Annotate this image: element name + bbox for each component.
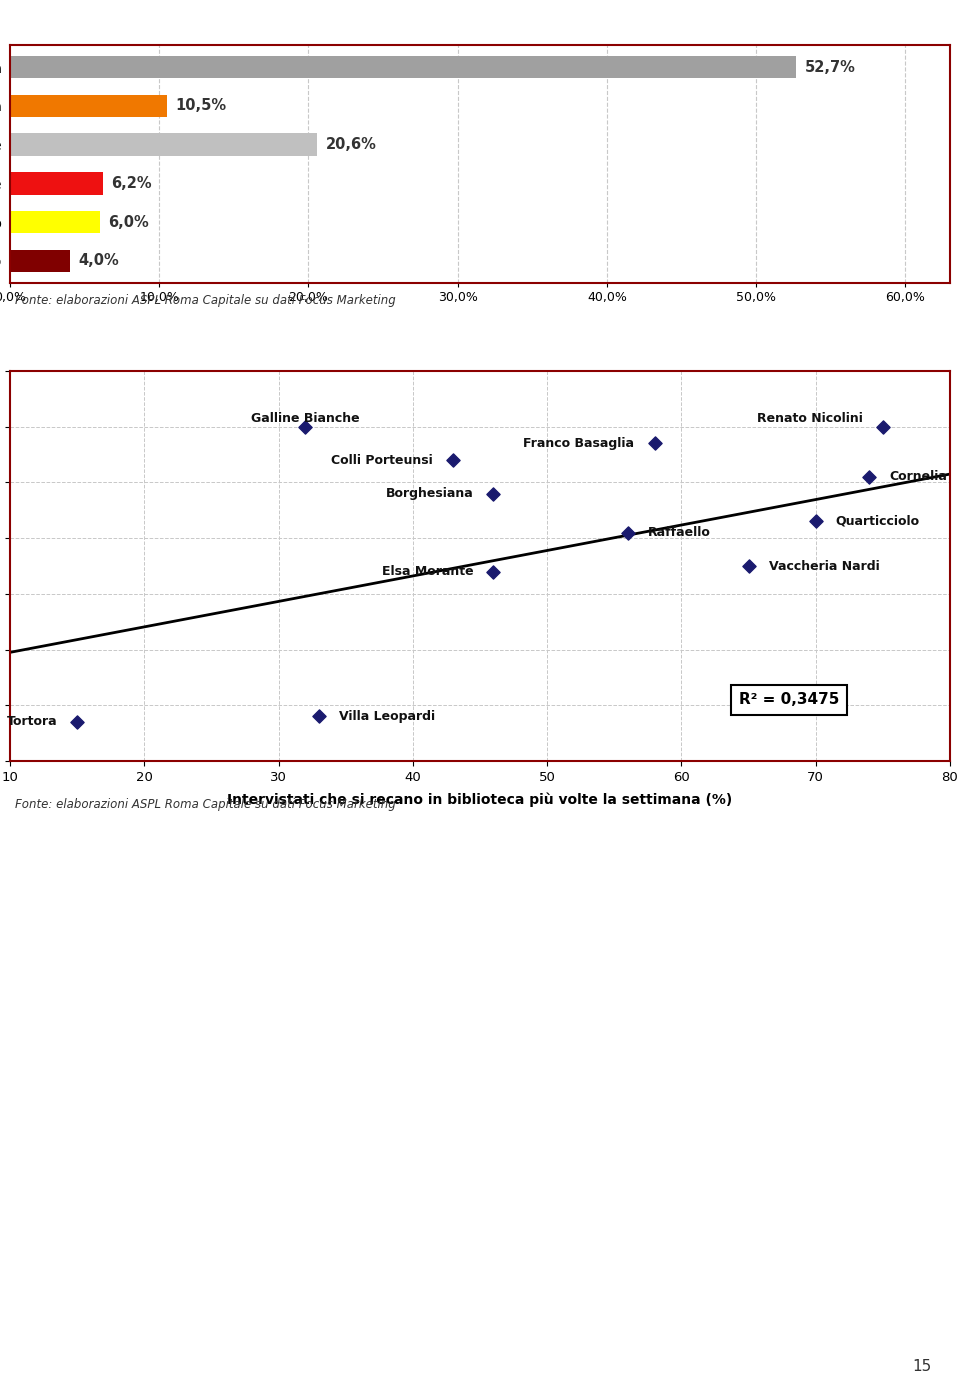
Text: Vaccheria Nardi: Vaccheria Nardi (769, 559, 879, 573)
Text: Fig. 17: Fig. 17 (27, 14, 91, 32)
Text: Elsa Morante: Elsa Morante (382, 565, 473, 579)
Text: Borghesiana: Borghesiana (386, 487, 473, 501)
Text: R² = 0,3475: R² = 0,3475 (738, 693, 839, 707)
Bar (10, 134, 318, 156)
Point (647, 433, 662, 455)
Bar (10, 56, 796, 78)
Text: Cornelia: Cornelia (890, 470, 948, 483)
Text: 6,2%: 6,2% (111, 175, 152, 191)
Text: Fonte: elaborazioni ASPL Roma Capitale su dati Focus Marketing: Fonte: elaborazioni ASPL Roma Capitale s… (14, 798, 396, 811)
Text: Frequenza di utilizzo dei servizi delle Biblioteche di Roma Capitale: Frequenza di utilizzo dei servizi delle … (218, 14, 841, 32)
X-axis label: Intervistati che si recano in biblioteca più volte la settimana (%): Intervistati che si recano in biblioteca… (228, 791, 732, 807)
Text: 4,0%: 4,0% (79, 253, 119, 268)
Text: Fonte: elaborazioni ASPL Roma Capitale su dati Focus Marketing: Fonte: elaborazioni ASPL Roma Capitale s… (14, 294, 396, 306)
Bar (10, 250, 70, 273)
Point (876, 416, 891, 438)
Text: 52,7%: 52,7% (805, 60, 856, 75)
Text: Fig. 18: Fig. 18 (27, 327, 91, 345)
Point (486, 483, 501, 505)
Text: 6,0%: 6,0% (108, 214, 149, 230)
Text: 15: 15 (912, 1359, 931, 1374)
Point (862, 466, 877, 488)
Text: Galline Bianche: Galline Bianche (252, 412, 360, 424)
Point (741, 555, 756, 577)
Bar (10, 95, 167, 117)
Text: Franco Basaglia: Franco Basaglia (523, 437, 635, 449)
Point (486, 561, 501, 583)
Point (620, 522, 636, 544)
Point (808, 510, 824, 533)
Text: 10,5%: 10,5% (176, 99, 227, 113)
Point (69, 711, 84, 733)
Text: Tortora: Tortora (7, 715, 57, 729)
Text: Colli Porteunsi: Colli Porteunsi (331, 453, 433, 466)
Text: Renato Nicolini: Renato Nicolini (756, 412, 863, 424)
Bar (10, 172, 103, 195)
Text: Quarticciolo: Quarticciolo (836, 515, 920, 529)
Bar (10, 211, 100, 234)
Text: 20,6%: 20,6% (326, 138, 377, 152)
Text: Villa Leopardi: Villa Leopardi (339, 709, 435, 723)
Text: Correlazione tra la frequenza di fruizione e la distanza dal luogo di residenza
: Correlazione tra la frequenza di fruizio… (199, 319, 860, 353)
Point (298, 416, 313, 438)
Point (445, 449, 461, 472)
Point (311, 705, 326, 727)
Text: Raffaello: Raffaello (648, 526, 710, 540)
